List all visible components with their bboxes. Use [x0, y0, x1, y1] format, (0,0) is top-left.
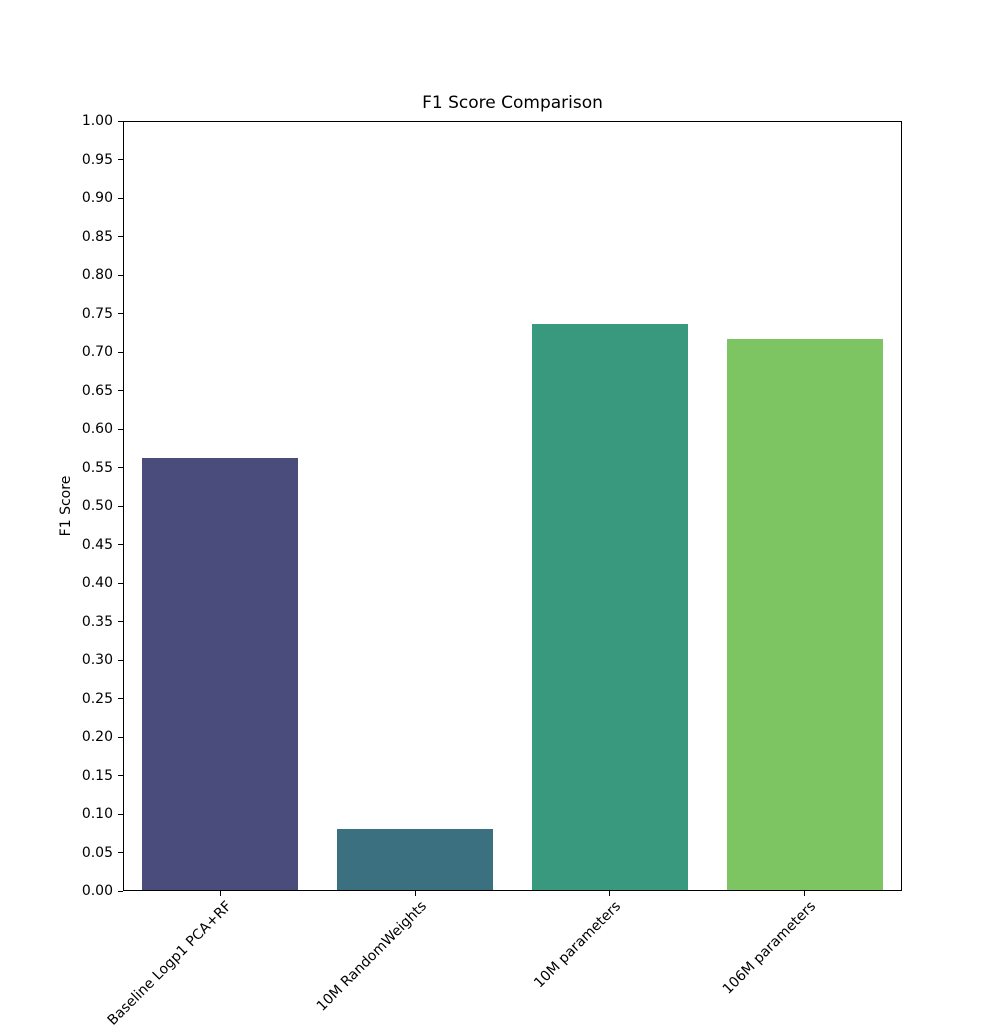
- y-tick-label: 0.65: [81, 382, 113, 399]
- y-tick-label: 0.40: [81, 575, 113, 591]
- y-tick-mark: [118, 582, 123, 584]
- y-tick-mark: [118, 236, 123, 237]
- y-tick-label: 0.00: [81, 883, 113, 899]
- y-tick-label: 0.85: [81, 228, 113, 245]
- x-tick-mark: [609, 891, 611, 896]
- y-tick-label: 0.70: [81, 344, 113, 360]
- y-tick-label: 0.45: [81, 536, 113, 553]
- y-tick-label: 0.80: [81, 267, 113, 283]
- y-tick-label: 0.90: [81, 190, 113, 206]
- figure: F1 Score Comparison F1 Score 0.00 0.05 0.1…: [58, 93, 902, 1029]
- y-tick-mark: [118, 736, 123, 738]
- y-tick-label: 0.75: [81, 305, 113, 322]
- y-tick-mark: [118, 274, 123, 276]
- y-tick-mark: [118, 852, 123, 853]
- y-tick-mark: [118, 505, 123, 507]
- bar: [531, 323, 688, 890]
- y-tick-label: 0.15: [81, 767, 113, 784]
- x-tick-mark: [804, 891, 806, 896]
- y-tick-label: 0.50: [81, 498, 113, 514]
- y-tick-mark: [118, 659, 123, 661]
- chart-title: F1 Score Comparison: [422, 93, 603, 113]
- y-tick-label: 1.00: [81, 113, 113, 129]
- y-tick-label: 0.10: [81, 806, 113, 822]
- y-tick-label: 0.20: [81, 729, 113, 745]
- y-tick-label: 0.95: [81, 151, 113, 168]
- plot-area: [123, 121, 902, 891]
- y-tick-mark: [118, 390, 123, 391]
- x-tick-label: 106M parameters: [719, 898, 820, 998]
- y-tick-mark: [118, 698, 123, 699]
- y-tick-mark: [118, 159, 123, 160]
- y-tick-mark: [118, 775, 123, 776]
- x-tick-mark: [219, 891, 221, 896]
- y-tick-mark: [118, 890, 123, 892]
- x-tick-label: 10M parameters: [531, 898, 625, 992]
- x-tick-label: 10M RandomWeights: [313, 898, 430, 1015]
- y-tick-mark: [118, 467, 123, 468]
- y-tick-label: 0.30: [81, 652, 113, 668]
- y-tick-mark: [118, 544, 123, 545]
- y-tick-mark: [118, 351, 123, 353]
- bar: [726, 338, 883, 890]
- bar: [337, 828, 494, 890]
- y-tick-mark: [118, 313, 123, 314]
- y-tick-mark: [118, 197, 123, 199]
- y-tick-label: 0.35: [81, 613, 113, 630]
- y-tick-mark: [118, 428, 123, 430]
- x-tick-label: Baseline Logp1 PCA+RF: [104, 898, 235, 1029]
- y-tick-mark: [118, 621, 123, 622]
- y-tick-label: 0.55: [81, 459, 113, 476]
- y-tick-label: 0.25: [81, 690, 113, 707]
- y-tick-label: 0.05: [81, 844, 113, 861]
- x-tick-mark: [414, 891, 416, 896]
- y-tick-label: 0.60: [81, 421, 113, 437]
- y-tick-mark: [118, 813, 123, 815]
- bar: [142, 457, 299, 890]
- y-tick-mark: [118, 120, 123, 122]
